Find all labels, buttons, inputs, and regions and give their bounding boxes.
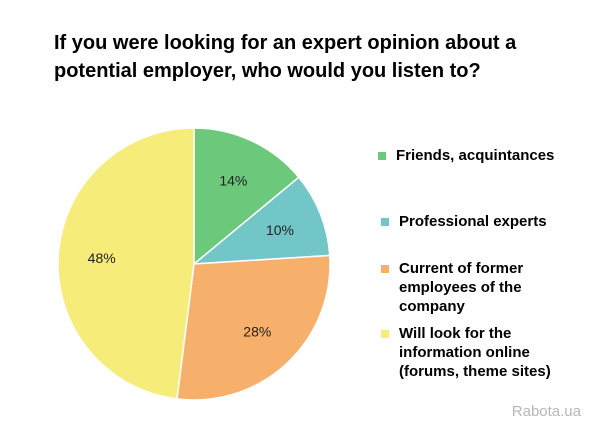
- watermark-logo: Rabota.ua: [511, 403, 581, 420]
- pie-slice-friends: [193, 127, 300, 266]
- legend-item-experts: Professional experts: [381, 212, 581, 231]
- legend-label-experts: Professional experts: [399, 213, 547, 230]
- data-label-employees: 28%: [243, 323, 271, 339]
- legend-item-friends: Friends, acquintances: [378, 146, 578, 165]
- chart-title: If you were looking for an expert opinio…: [54, 32, 517, 82]
- legend-swatch-friends: [378, 152, 386, 160]
- pie-slice-employees: [176, 254, 331, 401]
- data-label-online: 48%: [88, 250, 116, 266]
- legend-label-friends: Friends, acquintances: [396, 147, 555, 164]
- legend-swatch-employees: [381, 265, 389, 273]
- legend-label-online: Will look for the information online (fo…: [399, 325, 551, 380]
- pie-slice-online: [57, 127, 195, 400]
- legend-item-online: Will look for the information online (fo…: [381, 324, 566, 381]
- legend-label-employees: Current of former employees of the compa…: [399, 260, 524, 315]
- pie-slice-experts: [191, 176, 331, 265]
- legend-swatch-experts: [381, 218, 389, 226]
- data-label-experts: 10%: [266, 222, 294, 238]
- data-label-friends: 14%: [219, 172, 247, 188]
- legend-item-employees: Current of former employees of the compa…: [381, 259, 531, 316]
- legend-swatch-online: [381, 330, 389, 338]
